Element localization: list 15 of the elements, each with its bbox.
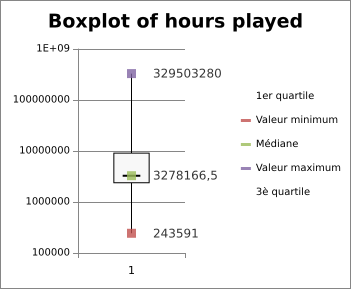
y-tick-label: 100000000 xyxy=(12,94,70,106)
data-label: 3278166,5 xyxy=(153,168,218,183)
legend-label: Valeur minimum xyxy=(256,115,338,126)
legend-label: Valeur maximum xyxy=(256,163,342,174)
y-tick-label: 1000000 xyxy=(25,196,70,208)
x-tick-label: 1 xyxy=(128,264,135,277)
text: 3è quartile xyxy=(256,187,310,198)
y-tick-label: 10000000 xyxy=(19,146,70,156)
data-label: 329503280 xyxy=(153,66,222,81)
legend-label: Médiane xyxy=(256,139,298,150)
data-label: 243591 xyxy=(153,226,199,240)
text: 1er quartile xyxy=(256,91,314,102)
y-tick-label: 100000 xyxy=(32,248,70,258)
y-tick-label: 1E+09 xyxy=(36,44,70,54)
chart-title: Boxplot of hours played xyxy=(48,10,304,32)
